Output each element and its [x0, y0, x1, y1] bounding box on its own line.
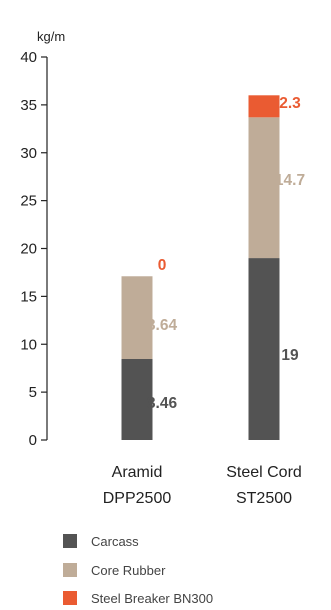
bar-segment	[248, 258, 280, 440]
legend-swatch	[63, 563, 77, 577]
data-label: 0	[158, 257, 167, 274]
data-label: 8.46	[147, 395, 178, 412]
x-axis-category-label: Steel Cord	[226, 464, 302, 481]
y-axis-unit-label: kg/m	[37, 29, 65, 44]
bar-segment	[121, 358, 153, 440]
legend-entry-label: Steel Breaker BN300	[91, 591, 213, 606]
x-axis-category-label: Aramid	[112, 464, 163, 481]
y-axis-tick-label: 5	[29, 384, 37, 401]
y-axis-tick-label: 20	[20, 241, 37, 258]
data-label: 14.7	[275, 172, 305, 189]
y-axis-tick-label: 25	[20, 193, 37, 210]
legend-entry-label: Carcass	[91, 534, 139, 549]
legend-swatch	[63, 534, 77, 548]
y-axis-tick-label: 15	[20, 288, 37, 305]
legend-swatch	[63, 591, 77, 605]
bar-segment	[121, 276, 153, 359]
data-label: 2.3	[279, 95, 301, 112]
y-axis-tick-label: 40	[20, 49, 37, 66]
x-axis-category-label: ST2500	[236, 490, 292, 507]
y-axis-tick-label: 35	[20, 97, 37, 114]
bar-segment	[248, 95, 280, 118]
data-label: 19	[281, 347, 299, 364]
y-axis-tick-label: 30	[20, 145, 37, 162]
legend-entry-label: Core Rubber	[91, 563, 166, 578]
data-label: 8.64	[147, 317, 178, 334]
x-axis-category-label: DPP2500	[103, 490, 172, 507]
y-axis-tick-label: 10	[20, 336, 37, 353]
y-axis-tick-label: 0	[29, 432, 37, 449]
bar-segment	[248, 117, 280, 259]
